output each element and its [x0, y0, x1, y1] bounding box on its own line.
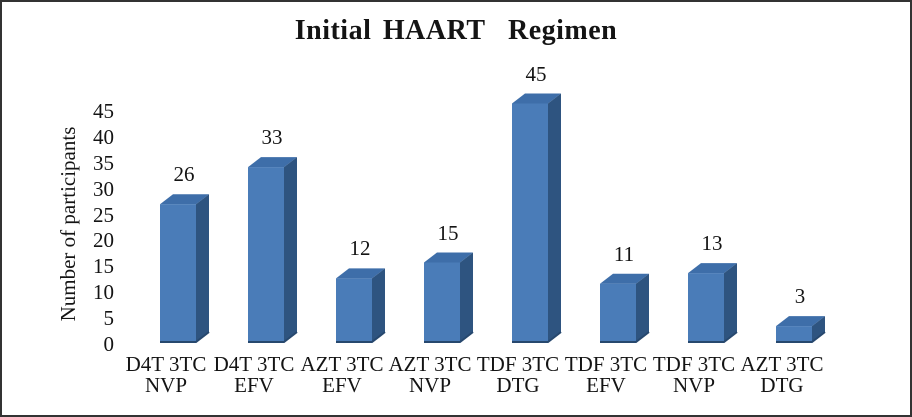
- bar-value-label: 26: [173, 162, 195, 187]
- x-category-label-azt-3tc-efv: AZT 3TC EFV: [282, 354, 402, 396]
- x-category-line1: TDF 3TC: [564, 352, 648, 376]
- x-category-line1: AZT 3TC: [300, 352, 384, 376]
- bar-tdf-3tc-nvp: [688, 263, 738, 343]
- bar-side-face: [548, 93, 561, 342]
- bar-front-face: [776, 326, 812, 342]
- y-tick-label: 35: [93, 150, 114, 175]
- x-category-line1: AZT 3TC: [740, 352, 824, 376]
- x-category-label-d4t-3tc-nvp: D4T 3TC NVP: [106, 354, 226, 396]
- bar-d4t-3tc-efv: [248, 157, 298, 343]
- bar-value-label: 11: [613, 241, 635, 266]
- x-category-line2: NVP: [144, 373, 187, 397]
- bar-bottom-edge: [600, 331, 650, 343]
- bar-top-face: [512, 93, 561, 104]
- bar-azt-3tc-nvp: [424, 252, 474, 343]
- bar-side-face: [284, 157, 297, 342]
- y-tick-label: 0: [103, 332, 115, 356]
- bar-value-label: 45: [525, 61, 547, 86]
- bar-value-label: 12: [349, 236, 371, 261]
- bar-value-label: 3: [794, 284, 806, 309]
- bar-front-face: [336, 278, 372, 342]
- bar-front-face: [160, 204, 196, 342]
- x-category-line1: TDF 3TC: [652, 352, 736, 376]
- y-tick-label: 25: [93, 202, 114, 227]
- bar-value-label: 15: [437, 220, 459, 245]
- bar-tdf-3tc-dtg: [512, 93, 562, 343]
- x-category-line1: AZT 3TC: [388, 352, 472, 376]
- x-category-line1: TDF 3TC: [476, 352, 560, 376]
- bar-top-face: [336, 268, 385, 279]
- bar-bottom-edge: [512, 331, 562, 343]
- x-category-line2: NVP: [672, 373, 715, 397]
- bar-bottom-edge: [248, 331, 298, 343]
- y-tick-label: 20: [93, 228, 114, 253]
- bar-d4t-3tc-nvp: [160, 194, 210, 343]
- bar-bottom-edge: [688, 331, 738, 343]
- bar-tdf-3tc-efv: [600, 273, 650, 343]
- x-category-line2: NVP: [408, 373, 451, 397]
- x-category-line2: EFV: [586, 373, 626, 397]
- bar-front-face: [248, 167, 284, 342]
- bar-side-face: [372, 268, 385, 342]
- bar-bottom-edge: [160, 331, 210, 343]
- x-category-line2: DTG: [760, 373, 804, 397]
- bar-bottom-edge: [424, 331, 474, 343]
- bar-bottom-edge: [336, 331, 386, 343]
- y-tick-label: 10: [93, 280, 114, 305]
- bar-side-face: [460, 252, 473, 342]
- bar-azt-3tc-dtg: [776, 316, 826, 343]
- bar-value-label: 13: [701, 231, 723, 256]
- y-tick-label: 30: [93, 176, 114, 201]
- bar-top-face: [688, 263, 737, 274]
- bar-top-face: [424, 252, 473, 263]
- x-category-line1: D4T 3TC: [125, 352, 207, 376]
- bar-top-face: [600, 273, 649, 284]
- x-category-line2: DTG: [496, 373, 540, 397]
- chart-title: Initial HAART Regimen: [294, 15, 618, 46]
- bar-front-face: [688, 273, 724, 342]
- x-category-label-azt-3tc-nvp: AZT 3TC NVP: [370, 354, 490, 396]
- bar-side-face: [636, 273, 649, 342]
- bar-front-face: [424, 262, 460, 342]
- bar-top-face: [776, 316, 825, 327]
- bar-top-face: [248, 157, 297, 168]
- x-category-line1: D4T 3TC: [213, 352, 295, 376]
- bar-side-face: [196, 194, 209, 342]
- y-tick-label: 40: [93, 124, 114, 149]
- x-category-line2: EFV: [234, 373, 274, 397]
- y-tick-label: 15: [93, 254, 114, 279]
- bar-top-face: [160, 194, 209, 205]
- x-category-label-tdf-3tc-dtg: TDF 3TC DTG: [458, 354, 578, 396]
- y-tick-label: 45: [93, 98, 114, 123]
- bar-azt-3tc-efv: [336, 268, 386, 343]
- bar-side-face: [812, 316, 825, 342]
- bar-side-face: [724, 263, 737, 342]
- x-category-line2: EFV: [322, 373, 362, 397]
- x-category-label-azt-3tc-dtg: AZT 3TC DTG: [722, 354, 842, 396]
- bar-front-face: [600, 283, 636, 342]
- x-category-label-tdf-3tc-efv: TDF 3TC EFV: [546, 354, 666, 396]
- bar-value-label: 33: [261, 125, 283, 150]
- x-category-label-d4t-3tc-efv: D4T 3TC EFV: [194, 354, 314, 396]
- bar-front-face: [512, 103, 548, 342]
- y-tick-label: 5: [103, 306, 115, 331]
- x-category-label-tdf-3tc-nvp: TDF 3TC NVP: [634, 354, 754, 396]
- bar-bottom-edge: [776, 331, 826, 343]
